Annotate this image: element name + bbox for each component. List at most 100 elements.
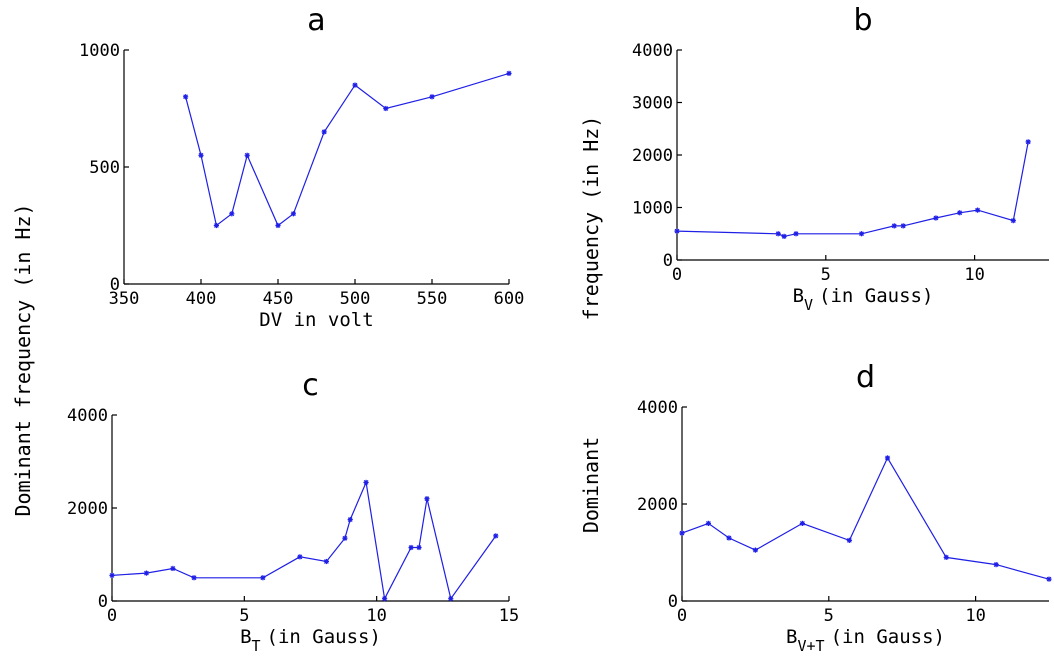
data-point-c xyxy=(260,575,266,581)
data-point-c xyxy=(408,544,414,551)
x-tick-label-a: 450 xyxy=(263,289,294,309)
data-point-c xyxy=(297,554,303,560)
x-tick-label-a: 350 xyxy=(109,289,140,309)
series-line-d xyxy=(681,456,1050,580)
y-tick-label-d: 4000 xyxy=(637,398,678,418)
data-point-d xyxy=(752,547,758,553)
data-point-b xyxy=(1010,218,1016,224)
y-tick-label-a: 500 xyxy=(89,158,120,178)
panel-title-a: a xyxy=(307,3,325,38)
data-point-c xyxy=(323,558,329,565)
x-tick-label-c: 15 xyxy=(499,606,519,626)
data-point-b xyxy=(674,228,680,234)
data-point-a xyxy=(213,222,219,229)
y-tick-label-a: 1000 xyxy=(79,41,120,61)
data-point-a xyxy=(275,222,281,229)
shared-ylabel-right-bottom: Dominant xyxy=(579,437,603,533)
data-point-c xyxy=(493,533,499,539)
data-point-c xyxy=(424,496,430,502)
data-point-c xyxy=(191,575,197,581)
x-tick-label-b: 0 xyxy=(672,265,682,285)
y-tick-label-b: 1000 xyxy=(632,199,673,219)
y-tick-label-b: 2000 xyxy=(632,146,673,166)
y-tick-label-c: 2000 xyxy=(67,499,108,519)
x-axis-label-c: BT (in Gauss) xyxy=(240,626,381,655)
x-axis-label-d: BV+T (in Gauss) xyxy=(786,626,945,655)
data-point-d xyxy=(679,530,685,536)
data-point-c xyxy=(382,596,388,602)
series-line-b xyxy=(676,141,1029,238)
panel-a: a 350 400 450 500 550 600 0 500 1000 DV in volt xyxy=(79,3,524,331)
y-tick-label-b: 0 xyxy=(663,251,673,271)
y-tick-label-b: 4000 xyxy=(632,41,673,61)
shared-ylabel-left: Dominant frequency (in Hz) xyxy=(11,203,35,516)
data-point-d xyxy=(884,455,891,461)
x-tick-label-b: 10 xyxy=(964,265,984,285)
data-point-b xyxy=(933,215,939,221)
data-point-a xyxy=(290,211,296,217)
data-point-a xyxy=(352,82,358,88)
data-point-b xyxy=(793,231,799,237)
data-point-c xyxy=(109,572,115,579)
y-tick-label-b: 3000 xyxy=(632,94,673,114)
x-tick-label-c: 5 xyxy=(239,606,249,626)
data-point-c xyxy=(448,596,454,602)
x-tick-label-c: 0 xyxy=(107,606,117,626)
data-point-b xyxy=(891,223,897,229)
data-point-d xyxy=(799,520,805,526)
x-tick-label-b: 5 xyxy=(821,265,831,285)
data-point-c xyxy=(363,479,369,486)
data-point-d xyxy=(993,562,999,568)
data-point-a xyxy=(244,152,250,158)
x-tick-label-d: 0 xyxy=(677,606,687,626)
panel-d: d 0 5 10 0 2000 4000 BV+T (in Gauss) xyxy=(637,360,1052,655)
y-tick-label-c: 4000 xyxy=(67,406,108,426)
shared-ylabel-right-top: frequency (in Hz) xyxy=(579,116,603,321)
data-point-d xyxy=(1046,576,1052,582)
data-point-b xyxy=(900,223,906,229)
panel-b: b 0 5 10 0 1000 2000 3000 4000 BV (in Gauss) xyxy=(632,3,1049,314)
data-point-b xyxy=(775,231,781,237)
data-point-a xyxy=(229,211,235,217)
y-tick-label-c: 0 xyxy=(98,592,108,612)
data-point-b xyxy=(858,231,865,237)
data-point-a xyxy=(429,94,435,100)
data-point-c xyxy=(416,544,422,551)
panel-title-c: c xyxy=(302,368,319,403)
x-tick-label-a: 550 xyxy=(417,289,448,309)
x-tick-label-c: 10 xyxy=(366,606,386,626)
data-point-a xyxy=(198,152,204,158)
data-point-b xyxy=(781,233,787,239)
data-point-d xyxy=(705,520,712,526)
data-point-c xyxy=(170,565,176,572)
y-tick-label-d: 0 xyxy=(668,592,678,612)
data-point-c xyxy=(342,535,348,541)
data-point-a xyxy=(506,70,512,76)
data-point-b xyxy=(1025,139,1031,145)
x-tick-label-a: 400 xyxy=(186,289,217,309)
data-point-a xyxy=(321,129,327,135)
x-tick-label-d: 10 xyxy=(965,606,985,626)
series-line-a xyxy=(185,72,510,227)
x-tick-label-a: 500 xyxy=(340,289,371,309)
panel-c: c 0 5 10 15 0 2000 4000 BT (in Gauss) xyxy=(67,368,519,655)
data-point-a xyxy=(183,94,189,100)
data-point-b xyxy=(974,207,981,213)
x-tick-label-a: 600 xyxy=(494,289,525,309)
data-point-d xyxy=(943,554,949,560)
data-point-a xyxy=(383,105,389,112)
series-line-c xyxy=(111,480,497,601)
panel-title-b: b xyxy=(853,3,872,38)
y-tick-label-d: 2000 xyxy=(637,495,678,515)
y-tick-label-a: 0 xyxy=(110,275,120,295)
data-point-c xyxy=(347,517,353,523)
x-tick-label-d: 5 xyxy=(824,606,834,626)
data-point-c xyxy=(143,570,150,576)
x-axis-label-b: BV (in Gauss) xyxy=(793,285,934,314)
x-axis-label-a: DV in volt xyxy=(259,309,373,331)
data-point-d xyxy=(846,537,852,543)
panel-title-d: d xyxy=(856,360,875,395)
data-point-d xyxy=(726,535,732,541)
data-point-b xyxy=(957,210,963,216)
